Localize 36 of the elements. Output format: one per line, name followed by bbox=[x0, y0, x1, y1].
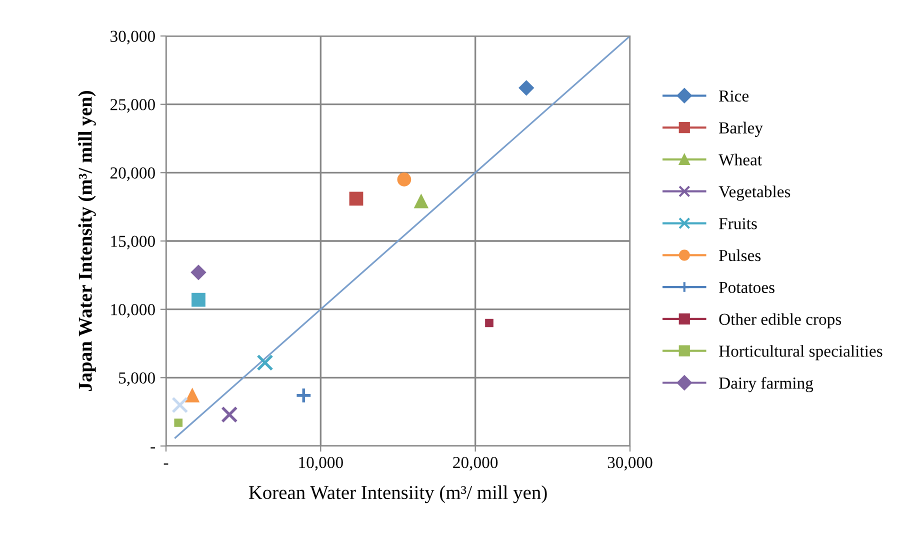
legend-label: Dairy farming bbox=[719, 376, 814, 392]
y-tick-label: 30,000 bbox=[110, 30, 155, 44]
y-tick-label: 15,000 bbox=[111, 236, 155, 250]
point bbox=[349, 192, 364, 206]
x-tick-label: - bbox=[164, 463, 168, 465]
point bbox=[518, 80, 534, 96]
legend-label: Wheat bbox=[718, 154, 762, 166]
y-axis-title: Japan Water Intensity (m³/ mill yen) bbox=[78, 91, 96, 391]
x-tick-label: 20,000 bbox=[453, 456, 498, 471]
point bbox=[172, 396, 188, 414]
point bbox=[174, 418, 183, 427]
legend-label: Horticultural specialities bbox=[719, 345, 882, 360]
legend-label: Fruits bbox=[719, 218, 757, 230]
x-tick-label: 30,000 bbox=[608, 456, 652, 471]
legend-label: Vegetables bbox=[718, 186, 790, 201]
point bbox=[414, 194, 428, 208]
y-tick-label: 20,000 bbox=[110, 167, 155, 182]
point bbox=[192, 292, 206, 307]
y-tick-label: 5,000 bbox=[119, 372, 155, 386]
point bbox=[221, 406, 238, 423]
point bbox=[190, 264, 206, 280]
y-tick-label: 25,000 bbox=[110, 99, 155, 113]
y-tick-label: 10,000 bbox=[111, 304, 155, 318]
legend-label: Pulses bbox=[719, 249, 761, 262]
legend-label: Other edible crops bbox=[719, 313, 842, 328]
y-tick-label: - bbox=[150, 447, 155, 448]
legend-label: Potatoes bbox=[719, 282, 774, 294]
x-tick-label: 10,000 bbox=[299, 456, 343, 471]
point bbox=[256, 354, 274, 371]
point bbox=[397, 172, 412, 186]
x-axis-title: Korean Water Intensiity (m³/ mill yen) bbox=[248, 485, 547, 504]
point bbox=[185, 388, 200, 402]
point bbox=[295, 387, 312, 404]
legend-label: Rice bbox=[719, 90, 749, 102]
point bbox=[485, 318, 494, 328]
legend-label: Barley bbox=[719, 122, 763, 137]
